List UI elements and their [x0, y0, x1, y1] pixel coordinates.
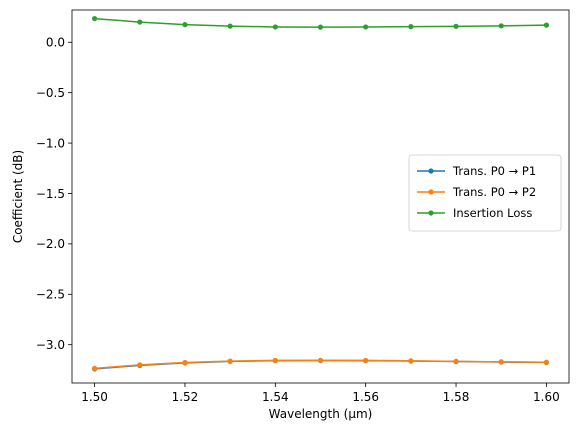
plot-area: [91, 15, 550, 372]
data-point: [272, 357, 278, 364]
data-point: [408, 358, 414, 364]
data-point: [363, 24, 369, 30]
x-tick-label: 1.52: [172, 390, 199, 404]
legend-label-0: Trans. P0 → P1: [452, 164, 536, 178]
data-point: [227, 358, 233, 364]
legend: Trans. P0 → P1 Trans. P0 → P2 Insertion Lo…: [408, 154, 562, 232]
legend-marker-1: [428, 189, 434, 195]
legend-label-2: Insertion Loss: [453, 206, 532, 220]
data-point: [272, 24, 278, 30]
y-tick-label: −0.5: [36, 86, 65, 100]
data-point: [317, 24, 324, 30]
y-tick-label: −1.5: [36, 187, 65, 201]
data-point: [227, 23, 233, 29]
y-tick-label: −3.0: [36, 338, 65, 352]
x-tick-label: 1.50: [81, 390, 108, 404]
x-axis-ticks: 1.50 1.52 1.54 1.56 1.58 1.60: [81, 383, 560, 404]
data-point: [453, 358, 459, 364]
data-point: [317, 357, 324, 363]
y-tick-label: −2.5: [36, 288, 65, 302]
data-point: [498, 23, 504, 29]
data-point: [182, 359, 188, 366]
y-axis-label: Coefficient (dB): [11, 150, 25, 243]
y-tick-label: 0.0: [46, 36, 65, 50]
x-tick-label: 1.56: [352, 390, 379, 404]
data-point: [137, 362, 143, 368]
x-axis-label: Wavelength (µm): [269, 407, 373, 421]
data-point: [408, 24, 414, 30]
data-point: [453, 23, 459, 29]
data-point: [498, 359, 504, 365]
legend-marker-2: [428, 210, 434, 216]
data-point: [91, 365, 98, 371]
data-point: [182, 22, 188, 28]
data-point: [543, 359, 550, 365]
data-point: [543, 22, 550, 28]
legend-box: [408, 154, 562, 232]
x-tick-label: 1.60: [533, 390, 560, 404]
data-point: [91, 15, 98, 22]
y-tick-label: −2.0: [36, 237, 65, 251]
x-tick-label: 1.58: [443, 390, 470, 404]
data-point: [363, 357, 369, 364]
y-tick-label: −1.0: [36, 136, 65, 150]
data-point: [137, 19, 143, 25]
legend-label-1: Trans. P0 → P2: [452, 185, 536, 199]
legend-marker-0: [428, 168, 434, 174]
axes-frame: [71, 9, 570, 384]
y-axis-ticks: 0.0 −0.5 −1.0 −1.5 −2.0 −2.5 −3.0: [36, 36, 72, 352]
x-tick-label: 1.54: [262, 390, 289, 404]
